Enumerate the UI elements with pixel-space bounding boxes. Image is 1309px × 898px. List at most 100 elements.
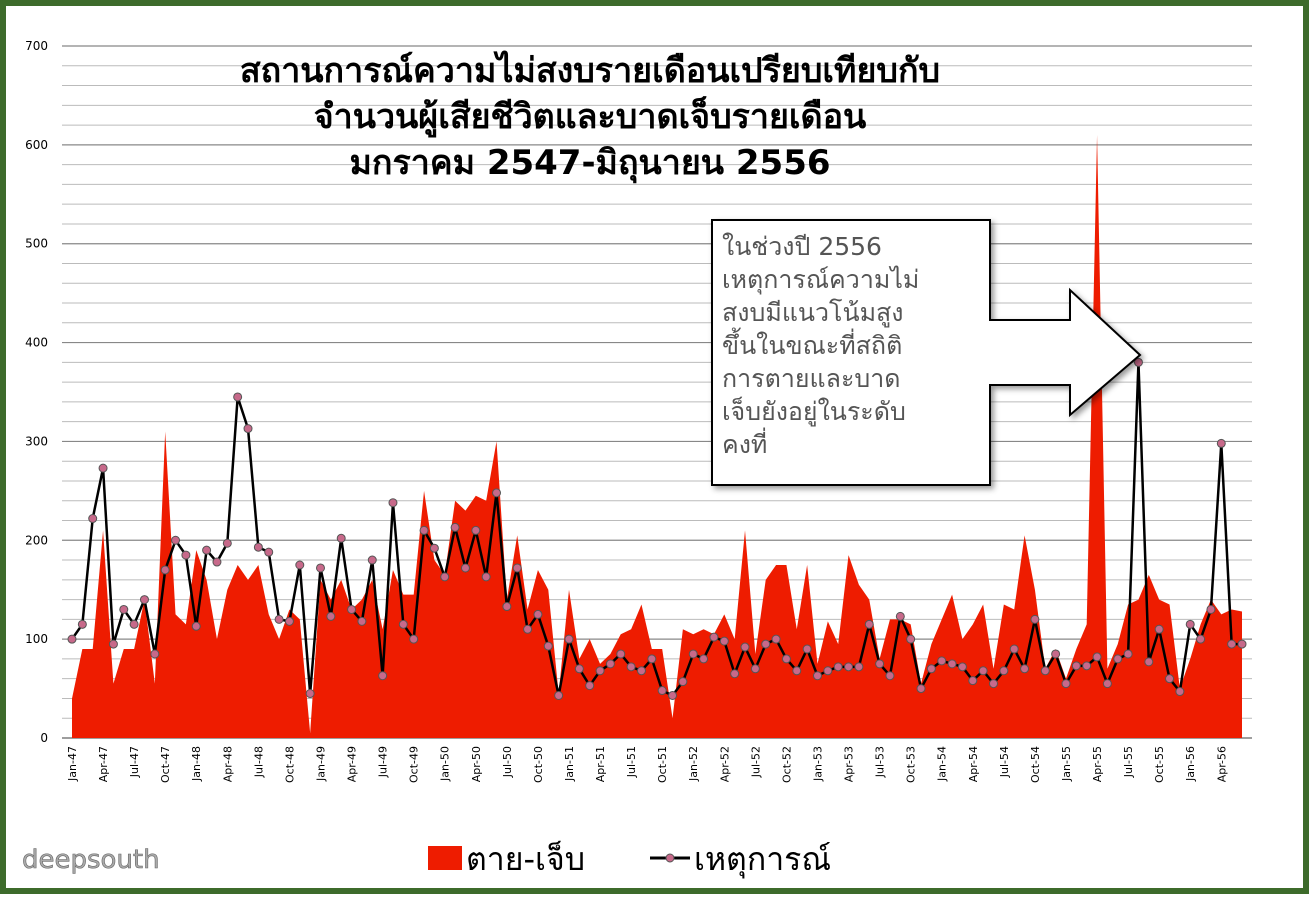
x-tick-label: Apr-53 [843,746,856,782]
marker [1216,438,1226,448]
marker [1165,674,1175,684]
marker [1092,652,1102,662]
legend-label: ตาย-เจ็บ [466,840,585,878]
x-tick-label: Jul-54 [998,746,1011,778]
x-tick-label: Jan-47 [66,746,79,782]
marker [233,392,243,402]
marker [67,634,77,644]
marker [657,686,667,696]
annotation-text: ขึ้นในขณะที่สถิติ [722,327,902,360]
marker [502,602,512,612]
marker [243,424,253,434]
marker [367,555,377,565]
marker [833,662,843,672]
marker [968,676,978,686]
x-tick-label: Oct-47 [159,746,172,783]
chart-title: มกราคม 2547-มิถุนายน 2556 [349,143,830,184]
x-tick-label: Apr-47 [97,746,110,782]
y-tick-label: 200 [25,533,48,547]
marker [398,619,408,629]
marker [668,690,678,700]
marker [1102,679,1112,689]
chart-title: จำนวนผู้เสียชีวิตและบาดเจ็บรายเดือน [314,95,867,138]
marker [750,664,760,674]
marker [1154,624,1164,634]
marker [605,659,615,669]
marker [315,563,325,573]
marker [160,565,170,575]
marker [440,572,450,582]
marker [274,614,284,624]
legend-swatch [428,846,462,870]
marker [1040,666,1050,676]
x-tick-label: Jul-51 [625,746,638,778]
y-tick-label: 700 [25,39,48,53]
y-tick-label: 100 [25,632,48,646]
marker [326,611,336,621]
marker [895,611,905,621]
marker [264,547,274,557]
marker [139,595,149,605]
marker [512,563,522,573]
marker [471,525,481,535]
marker [409,634,419,644]
marker [492,488,502,498]
marker [129,619,139,629]
annotation-text: สงบมีแนวโน้มสูง [722,298,904,328]
marker [305,689,315,699]
marker [574,664,584,674]
x-tick-label: Jan-52 [687,746,700,782]
x-tick-label: Jan-51 [563,746,576,782]
marker [812,671,822,681]
x-tick-label: Jul-53 [874,746,887,778]
marker [554,690,564,700]
marker [1227,639,1237,649]
y-tick-label: 600 [25,138,48,152]
marker [543,641,553,651]
marker [108,639,118,649]
marker [222,538,232,548]
marker [719,636,729,646]
x-tick-label: Jan-53 [811,746,824,782]
x-tick-label: Apr-52 [718,746,731,782]
x-tick-label: Jan-50 [439,746,452,782]
y-tick-label: 400 [25,336,48,350]
marker [978,666,988,676]
marker [616,649,626,659]
x-tick-label: Oct-52 [780,746,793,783]
marker [388,498,398,508]
x-tick-label: Apr-56 [1215,746,1228,782]
x-tick-label: Oct-54 [1029,746,1042,783]
y-tick-label: 0 [40,731,48,745]
marker [1020,664,1030,674]
marker [906,634,916,644]
plot [67,134,1247,738]
marker [761,639,771,649]
marker [585,681,595,691]
x-tick-label: Jan-55 [1060,746,1073,782]
x-tick-label: Apr-54 [967,746,980,782]
marker [854,662,864,672]
x-tick-label: Jul-47 [128,746,141,778]
marker [357,616,367,626]
marker [1030,614,1040,624]
marker [885,671,895,681]
marker [1061,679,1071,689]
annotation-text: ในช่วงปี 2556 [722,232,882,261]
marker [699,654,709,664]
marker [1185,619,1195,629]
marker [792,666,802,676]
logo: deepsouth [22,845,160,875]
x-tick-label: Oct-53 [905,746,918,783]
marker [347,604,357,614]
marker [781,654,791,664]
marker [1196,634,1206,644]
marker [523,624,533,634]
y-tick-label: 500 [25,237,48,251]
x-tick-label: Apr-55 [1091,746,1104,782]
marker [88,514,98,524]
marker [844,662,854,672]
chart-title: สถานการณ์ความไม่สงบรายเดือนเปรียบเทียบกั… [240,50,940,91]
marker [181,550,191,560]
